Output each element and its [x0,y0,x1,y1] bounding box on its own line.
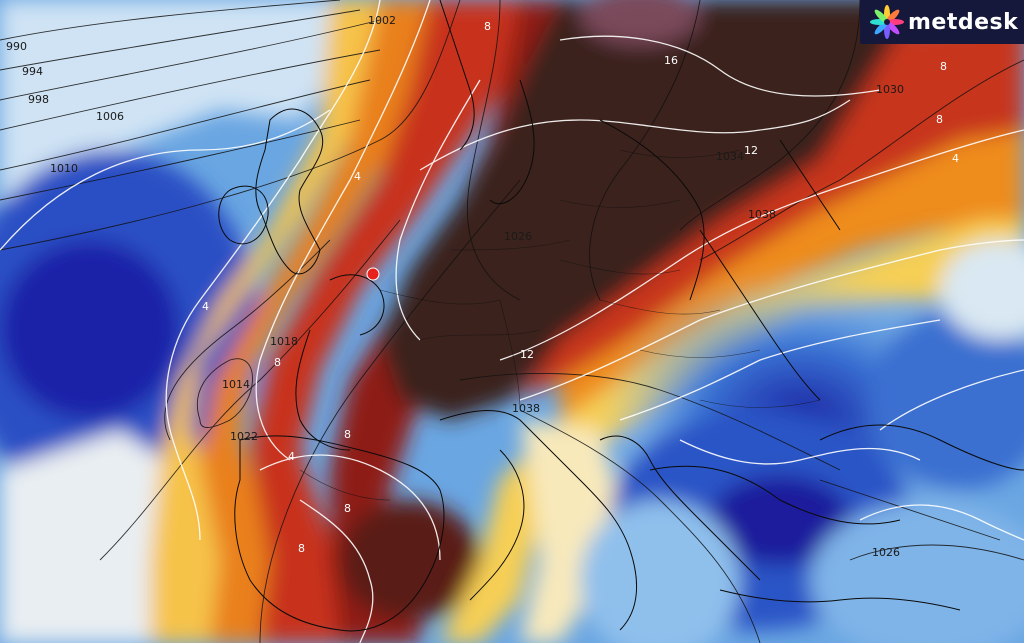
temperature-label: 4 [288,450,295,463]
starburst-logo-icon [870,5,904,39]
location-marker[interactable] [366,267,380,281]
country-borders [299,149,821,501]
isobar-label: 1018 [270,335,298,348]
temperature-label: 8 [936,113,943,126]
temperature-label: 8 [298,542,305,555]
isobar-label: 1034 [716,150,744,163]
isobar-label: 1010 [50,162,78,175]
isobar-label: 1014 [222,378,250,391]
isobar-label: 1026 [504,230,532,243]
temperature-label: 16 [664,54,678,67]
isobar-label: 998 [28,93,49,106]
temperature-label: 8 [940,60,947,73]
temperature-label: 12 [520,348,534,361]
isobar-label: 1022 [230,430,258,443]
temperature-label: 12 [744,144,758,157]
temperature-label: 8 [344,502,351,515]
isobar-label-group: 990 994 998 1002 1006 1010 1014 1018 102… [6,14,904,559]
isobar-label: 1030 [876,83,904,96]
brand-badge: metdesk [860,0,1024,44]
isobar-label: 1006 [96,110,124,123]
isobar-label: 1038 [512,402,540,415]
temperature-label: 4 [952,152,959,165]
isobar-label: 990 [6,40,27,53]
coastlines [218,0,1024,632]
isobar-label: 1002 [368,14,396,27]
isobar-label: 1026 [872,546,900,559]
temperature-label: 4 [202,300,209,313]
isobar-label: 994 [22,65,43,78]
brand-name: metdesk [908,9,1019,35]
temperature-label-group: 4 4 4 8 8 8 8 8 8 12 12 16 4 8 [202,20,959,555]
temperature-label: 8 [344,428,351,441]
temperature-label: 8 [484,20,491,33]
temperature-label: 8 [274,356,281,369]
temperature-label: 4 [354,170,361,183]
isobar-label: 1038 [748,208,776,221]
